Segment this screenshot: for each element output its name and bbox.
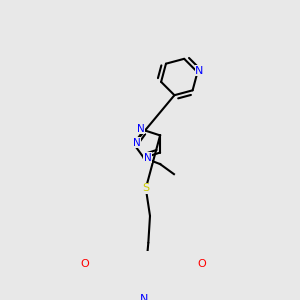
Text: N: N	[144, 153, 152, 163]
Text: N: N	[195, 66, 204, 76]
Text: S: S	[142, 183, 149, 193]
Text: O: O	[198, 259, 207, 269]
Text: O: O	[81, 259, 90, 269]
Text: N: N	[140, 294, 148, 300]
Text: N: N	[137, 124, 145, 134]
Text: N: N	[133, 138, 141, 148]
